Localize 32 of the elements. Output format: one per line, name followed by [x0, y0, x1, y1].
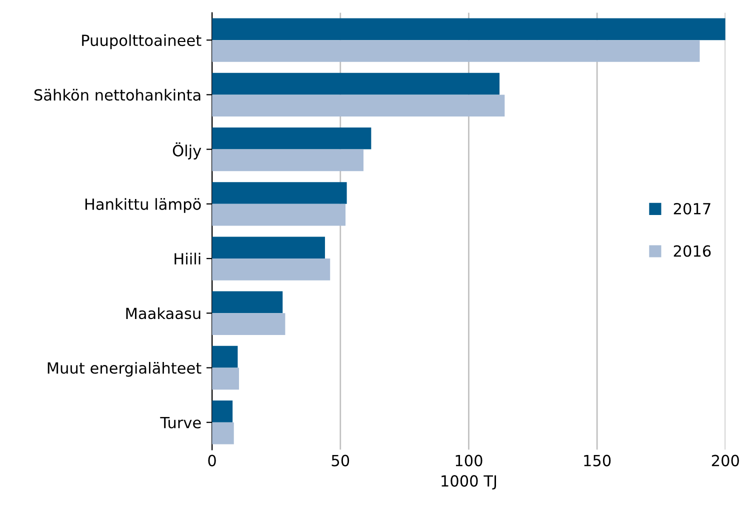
y-tick-label: Maakaasu — [126, 307, 200, 320]
y-tick-label: Muut energialähteet — [48, 362, 202, 377]
legend-label: 2017 — [674, 202, 710, 215]
y-tick-label: Puupolttoaineet — [82, 34, 202, 50]
bar — [212, 149, 364, 172]
bar — [212, 127, 372, 150]
bar — [212, 236, 325, 259]
bar — [212, 313, 286, 335]
x-axis-title: 1000 TJ — [442, 475, 496, 490]
y-tick-label: Turve — [160, 417, 201, 428]
bar — [212, 40, 700, 62]
bar — [212, 368, 239, 390]
bar — [212, 18, 726, 40]
x-tick-label: 150 — [584, 454, 611, 466]
y-tick-label: Sähkön nettohankinta — [34, 88, 200, 101]
y-tick-label: Öljy — [172, 142, 202, 160]
bar — [212, 72, 500, 95]
x-tick-label: 50 — [332, 454, 350, 466]
bar — [212, 291, 283, 314]
bar — [212, 258, 330, 280]
legend-label: 2016 — [674, 245, 711, 257]
y-tick-label: Hankittu lämpö — [85, 198, 201, 213]
bar — [212, 204, 346, 226]
y-tick-label: Hiili — [174, 252, 200, 264]
bar — [212, 94, 505, 117]
x-tick-label: 200 — [712, 454, 739, 466]
bar — [212, 400, 233, 422]
x-tick-label: 0 — [208, 454, 216, 466]
bar — [212, 182, 347, 204]
bar — [212, 422, 234, 444]
x-tick-label: 100 — [456, 454, 482, 466]
bar — [212, 346, 238, 368]
